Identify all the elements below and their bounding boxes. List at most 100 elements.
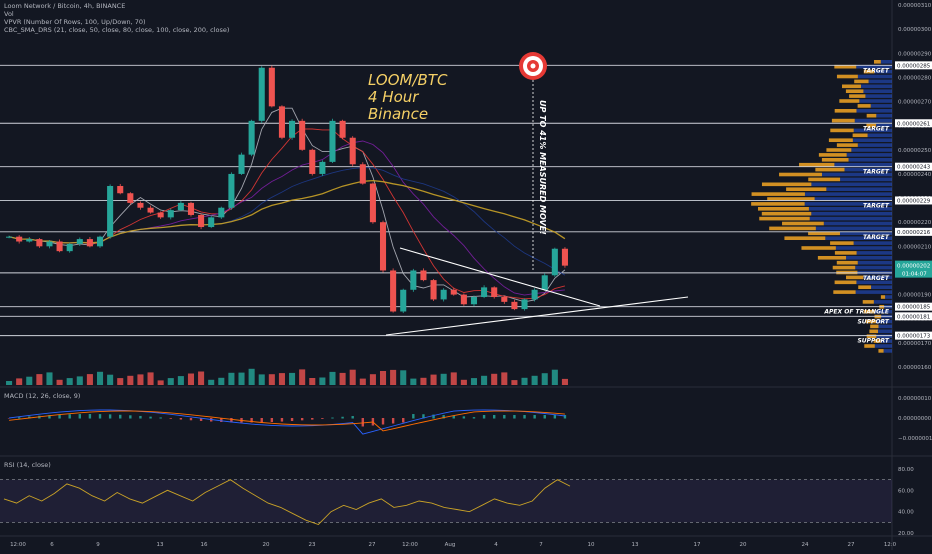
vpvr-bar-up <box>871 285 892 289</box>
level-price-box <box>895 196 932 205</box>
vpvr-bar-down <box>818 153 847 157</box>
level-price-label: 0.00000185 <box>897 305 931 311</box>
price-tick-label: 0.00000250 <box>898 148 932 154</box>
rsi-pane <box>0 479 892 526</box>
volume-bar <box>248 368 255 385</box>
time-tick-label: 13 <box>632 542 639 548</box>
rsi-line <box>3 479 571 526</box>
vpvr-bar-up <box>823 221 892 226</box>
macd-histogram-bar <box>563 415 567 419</box>
volume-bar <box>218 377 225 385</box>
macd-histogram-bar <box>189 418 193 421</box>
vol-label: Vol <box>4 10 14 18</box>
vpvr-bar-up <box>874 309 892 314</box>
candle-body <box>248 120 255 155</box>
level-label: TARGET <box>863 202 890 209</box>
vpvr-bar-up <box>834 162 892 167</box>
level-label: SUPPORT <box>857 318 889 325</box>
candle-body <box>137 202 144 208</box>
price-tick-label: 0.00000220 <box>898 220 932 226</box>
vpvr-bar-down <box>751 192 805 196</box>
macd-histogram-bar <box>361 418 365 427</box>
volume-bars <box>6 368 568 385</box>
macd-histogram-bar <box>321 418 324 419</box>
candle-body <box>309 149 316 174</box>
annotation-line-3: Binance <box>368 105 429 123</box>
macd-histogram-bar <box>513 415 516 419</box>
rsi-tick-label: 80.00 <box>898 467 914 473</box>
volume-bar <box>359 378 366 385</box>
macd-histogram-bar <box>68 414 71 419</box>
volume-bar <box>450 372 457 385</box>
macd-histogram-bar <box>260 418 263 423</box>
vpvr-bar-up <box>857 260 892 265</box>
time-tick-label: 20 <box>263 542 270 548</box>
vpvr-bar-up <box>863 89 892 93</box>
macd-histogram-bar <box>492 415 496 419</box>
vpvr-bar-down <box>826 148 852 152</box>
candle-body <box>400 289 407 312</box>
vpvr-bar-up <box>874 69 892 74</box>
price-tick-label: 0.00000190 <box>898 293 932 299</box>
vpvr-bar-up <box>846 153 892 157</box>
volume-bar <box>541 373 548 385</box>
volume-bar <box>16 378 23 385</box>
vpvr-bar-up <box>814 197 892 201</box>
vpvr-bar-down <box>761 211 812 216</box>
vpvr-bar-up <box>883 349 892 353</box>
level-price-box <box>895 227 932 236</box>
vpvr-bar-up <box>878 324 892 329</box>
candle-body <box>258 67 265 121</box>
time-tick-label: 24 <box>802 542 809 548</box>
vpvr-bar-down <box>759 216 810 221</box>
signal-line <box>9 410 565 432</box>
macd-histogram-bar <box>391 418 395 424</box>
macd-histogram-bar <box>58 414 61 419</box>
level-price-box <box>895 119 932 128</box>
macd-histogram-bar <box>412 414 415 419</box>
vpvr-bar-down <box>863 69 875 74</box>
vpvr-bar-up <box>840 177 892 182</box>
candle-body <box>531 289 538 300</box>
vpvr-bar-up <box>825 236 892 240</box>
volume-bar <box>531 375 538 385</box>
vpvr-bar-up <box>885 295 892 299</box>
macd-histogram-bar <box>139 415 142 419</box>
volume-bar <box>521 377 528 385</box>
time-tick-label: 13 <box>157 542 164 548</box>
macd-histogram-bar <box>472 417 476 419</box>
vpvr-bar-up <box>874 344 892 348</box>
vpvr-bar-down <box>846 275 864 280</box>
vpvr-bar-down <box>866 113 877 118</box>
macd-histogram-bar <box>311 418 314 420</box>
macd-histogram-bar <box>290 418 294 422</box>
volume-bar <box>6 381 13 385</box>
vpvr-bar-up <box>859 99 892 103</box>
vpvr-bar-down <box>821 158 849 162</box>
macd-histogram-bar <box>179 418 183 420</box>
vpvr-bar-down <box>866 319 876 324</box>
volume-bar <box>147 372 154 385</box>
volume-bar <box>319 377 326 385</box>
macd-line <box>9 409 565 435</box>
time-axis: 12:00 6 9 13 16 20 23 27 12:00 Aug 4 7 10 13 17 20 24 27 1… <box>10 542 897 548</box>
candle-body <box>541 275 548 290</box>
candle-body <box>6 236 13 238</box>
vpvr-bar-down <box>864 344 875 348</box>
macd-histogram-bar <box>300 418 304 421</box>
volume-bar <box>157 380 164 385</box>
candle-body <box>177 202 184 211</box>
current-price-label: 0.00000202 <box>897 264 930 270</box>
vpvr-bar-up <box>857 143 892 147</box>
volume-bar <box>309 378 316 385</box>
level-price-box <box>895 331 932 340</box>
level-lines: TARGET TARGET TARGET TARGET TARGET TARGET APEX… <box>0 64 892 345</box>
price-tick-label: 0.00000310 <box>898 3 932 9</box>
macd-histogram-bar <box>523 415 526 419</box>
macd-histogram-bar <box>533 415 536 419</box>
vpvr-bar-down <box>854 79 869 84</box>
volume-bar <box>107 374 114 385</box>
vpvr-bar-up <box>856 64 892 69</box>
